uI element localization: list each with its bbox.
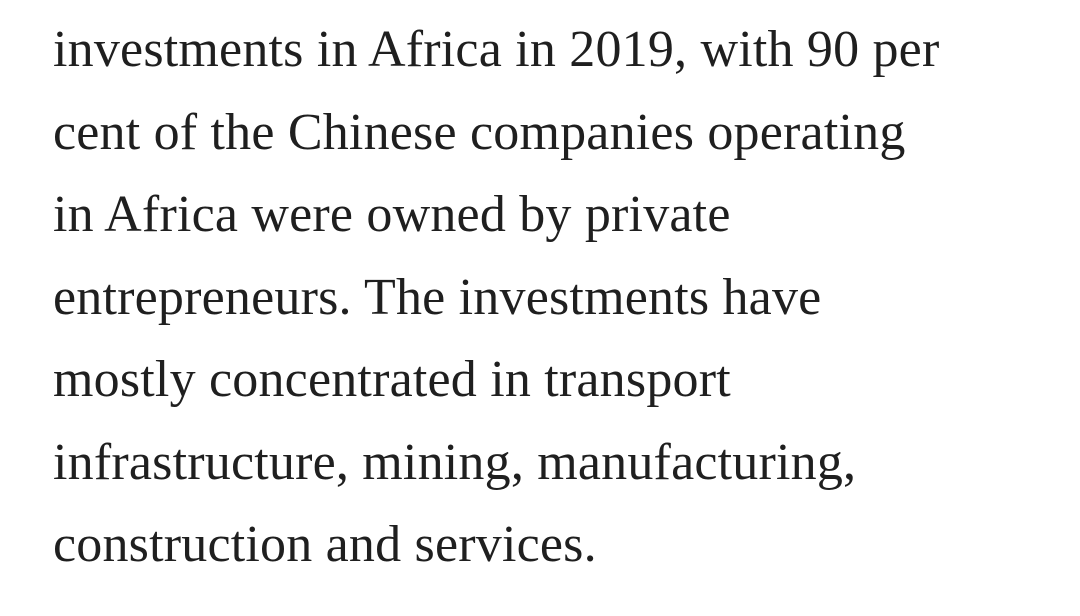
text-line: investments in Africa in 2019, with 90 p… [53,21,940,78]
text-line: construction and services. [53,516,597,573]
text-line: cent of the Chinese companies operating [53,103,906,161]
text-line: in Africa were owned by private [53,186,731,243]
text-line: entrepreneurs. The investments have [53,268,822,326]
text-line: mostly concentrated in transport [53,351,731,408]
text-line: infrastructure, mining, manufacturing, [53,433,857,491]
